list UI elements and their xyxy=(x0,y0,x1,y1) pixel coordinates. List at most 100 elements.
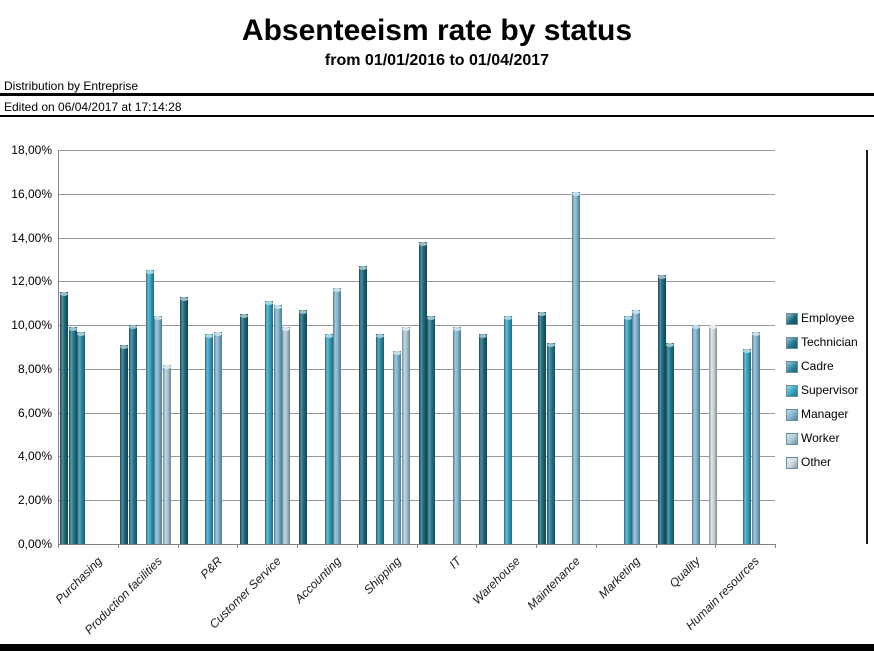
page-title: Absenteeism rate by status xyxy=(241,14,633,47)
gridline xyxy=(58,150,775,151)
bar-top-cap xyxy=(666,342,675,347)
chart-bar-employee-4 xyxy=(299,309,308,544)
bar-top-cap xyxy=(376,333,385,338)
gridline xyxy=(58,325,775,327)
bar-top-cap xyxy=(538,311,547,316)
x-axis-tick xyxy=(416,544,418,548)
x-axis-label: Shipping xyxy=(360,554,404,597)
gridline xyxy=(58,193,775,195)
chart-bar-other-10 xyxy=(708,325,717,544)
bar-top-cap xyxy=(657,274,666,279)
legend-item-technician: Technician xyxy=(786,334,864,358)
x-axis-tick xyxy=(237,544,239,548)
chart-bar-technician-8 xyxy=(546,342,555,544)
x-axis-tick xyxy=(775,544,776,548)
legend-item-manager: Manager xyxy=(786,406,864,430)
gridline xyxy=(58,281,775,283)
legend-item-worker: Worker xyxy=(786,430,864,454)
chart-bar-worker-1 xyxy=(162,364,171,544)
bar-top-cap xyxy=(546,342,555,347)
bar-top-cap xyxy=(128,325,137,330)
x-axis-label: Warehouse xyxy=(470,554,524,608)
bar-top-cap xyxy=(401,327,410,332)
gridline xyxy=(58,412,775,414)
bar-top-cap xyxy=(418,241,427,246)
legend-swatch-icon xyxy=(786,409,798,421)
chart-bar-manager-8 xyxy=(572,191,581,544)
chart-bar-supervisor-11 xyxy=(743,349,752,544)
bottom-border-line xyxy=(0,644,874,651)
bar-top-cap xyxy=(708,325,717,330)
x-axis-tick xyxy=(356,544,358,548)
bar-top-cap xyxy=(743,349,752,354)
x-axis-label: P&R xyxy=(197,554,225,582)
y-axis-line xyxy=(58,150,59,548)
chart-bar-supervisor-7 xyxy=(504,316,513,544)
chart-bar-technician-1 xyxy=(128,325,137,544)
bar-top-cap xyxy=(273,305,282,310)
y-axis-tick-label: 16,00% xyxy=(11,186,52,201)
bar-top-cap xyxy=(324,333,333,338)
chart-bar-employee-3 xyxy=(239,314,248,544)
bar-top-cap xyxy=(60,292,69,297)
chart-bar-employee-6 xyxy=(418,241,427,544)
legend-swatch-icon xyxy=(786,337,798,349)
x-axis-label: IT xyxy=(445,554,464,572)
legend-label: Other xyxy=(801,455,832,469)
legend-label: Employee xyxy=(801,311,855,325)
chart-bar-supervisor-2 xyxy=(205,333,214,544)
y-axis-tick-label: 2,00% xyxy=(17,493,52,508)
legend-item-cadre: Cadre xyxy=(786,358,864,382)
legend-swatch-icon xyxy=(786,361,798,373)
bar-top-cap xyxy=(572,191,581,196)
y-axis-tick-label: 4,00% xyxy=(17,449,52,464)
chart-legend: Employee Technician Cadre Supervisor Manager… xyxy=(786,310,864,478)
legend-label: Cadre xyxy=(801,359,834,373)
x-axis-label: Quality xyxy=(666,554,703,591)
bar-top-cap xyxy=(265,301,274,306)
legend-swatch-icon xyxy=(786,385,798,397)
bar-top-cap xyxy=(145,270,154,275)
bar-top-cap xyxy=(359,266,368,270)
chart-bar-worker-3 xyxy=(282,327,291,544)
chart-bar-employee-8 xyxy=(538,311,547,544)
chart-bar-cadre-5 xyxy=(376,333,385,544)
x-axis-tick xyxy=(177,544,179,548)
chart-bar-supervisor-9 xyxy=(623,316,632,544)
x-axis-tick xyxy=(536,544,537,548)
legend-swatch-icon xyxy=(786,313,798,325)
gridline xyxy=(58,368,775,370)
bar-top-cap xyxy=(393,351,402,356)
bar-top-cap xyxy=(299,309,308,314)
bar-top-cap xyxy=(213,331,222,336)
bar-top-cap xyxy=(623,316,632,321)
chart-bar-technician-0 xyxy=(68,327,77,544)
chart-bar-manager-5 xyxy=(393,351,402,544)
y-axis-tick-label: 0,00% xyxy=(17,537,52,551)
bar-top-cap xyxy=(691,325,700,330)
x-axis-tick xyxy=(655,544,657,548)
legend-label: Worker xyxy=(801,431,840,445)
legend-item-employee: Employee xyxy=(786,310,864,334)
bar-top-cap xyxy=(154,316,163,321)
bar-top-cap xyxy=(504,316,513,321)
x-axis-tick xyxy=(476,544,478,548)
edited-timestamp: Edited on 06/04/2017 at 17:14:28 xyxy=(4,100,182,114)
chart-bar-employee-5 xyxy=(359,266,368,544)
chart-bar-supervisor-3 xyxy=(265,301,274,544)
bar-top-cap xyxy=(333,287,342,292)
x-axis-label: Marketing xyxy=(595,554,643,602)
chart-bar-supervisor-4 xyxy=(324,333,333,544)
chart-bar-manager-9 xyxy=(632,309,641,544)
right-border-line xyxy=(866,150,868,544)
bar-top-cap xyxy=(162,364,171,369)
chart-bar-manager-1 xyxy=(154,316,163,544)
x-axis-label: Purchasing xyxy=(52,554,105,607)
chart-bar-manager-10 xyxy=(691,325,700,544)
chart-bar-employee-10 xyxy=(657,274,666,544)
legend-swatch-icon xyxy=(786,457,798,469)
bar-top-cap xyxy=(120,344,129,349)
y-axis-tick-label: 12,00% xyxy=(11,274,52,289)
